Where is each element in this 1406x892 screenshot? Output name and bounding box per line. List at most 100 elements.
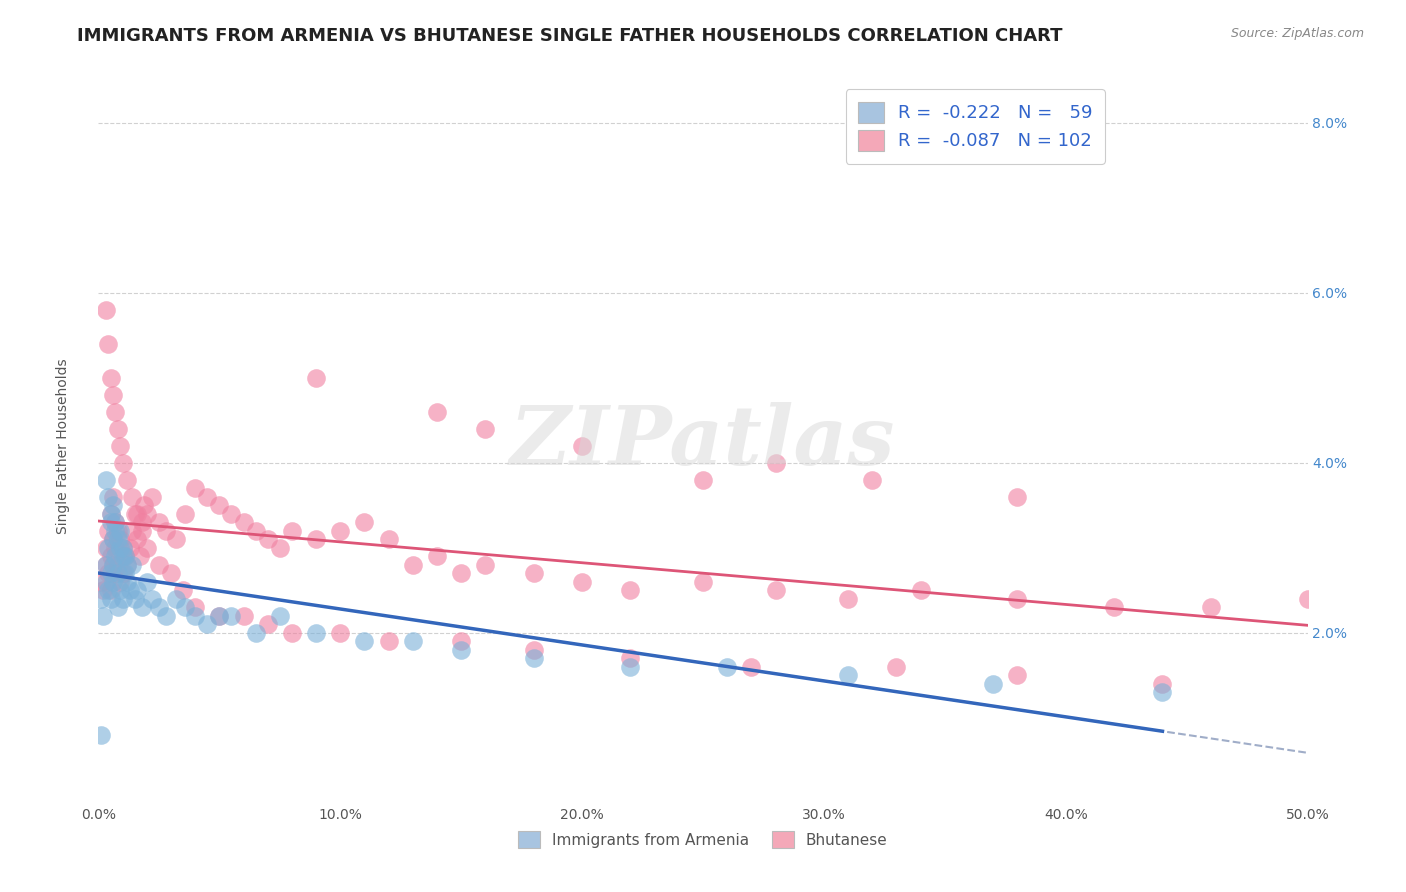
Point xyxy=(90,728,112,742)
Point xyxy=(141,591,163,606)
Point xyxy=(450,566,472,581)
Point xyxy=(245,524,267,538)
Point xyxy=(108,439,131,453)
Point xyxy=(121,524,143,538)
Point xyxy=(90,574,112,589)
Point xyxy=(104,405,127,419)
Point xyxy=(450,642,472,657)
Point xyxy=(353,516,375,530)
Point xyxy=(100,516,122,530)
Point xyxy=(101,558,124,572)
Point xyxy=(114,549,136,564)
Point xyxy=(474,558,496,572)
Point xyxy=(128,549,150,564)
Point xyxy=(94,574,117,589)
Point xyxy=(353,634,375,648)
Point xyxy=(100,591,122,606)
Point xyxy=(692,574,714,589)
Point xyxy=(94,541,117,555)
Point xyxy=(377,634,399,648)
Point xyxy=(117,558,139,572)
Point xyxy=(426,405,449,419)
Point xyxy=(141,490,163,504)
Point xyxy=(619,583,641,598)
Point xyxy=(886,660,908,674)
Point xyxy=(269,541,291,555)
Point xyxy=(134,498,156,512)
Point xyxy=(269,608,291,623)
Point xyxy=(402,558,425,572)
Point xyxy=(114,566,136,581)
Point xyxy=(97,566,120,581)
Point xyxy=(232,516,254,530)
Point xyxy=(1007,668,1029,682)
Point xyxy=(97,541,120,555)
Point xyxy=(117,473,139,487)
Point xyxy=(860,473,883,487)
Point xyxy=(111,541,134,555)
Point xyxy=(329,625,352,640)
Point xyxy=(837,668,859,682)
Point xyxy=(402,634,425,648)
Point xyxy=(165,591,187,606)
Point xyxy=(107,600,129,615)
Point xyxy=(104,524,127,538)
Point xyxy=(135,541,157,555)
Point xyxy=(377,533,399,547)
Point xyxy=(165,533,187,547)
Point xyxy=(124,591,146,606)
Point xyxy=(94,302,117,317)
Point xyxy=(97,524,120,538)
Point xyxy=(101,533,124,547)
Point xyxy=(910,583,932,598)
Point xyxy=(131,524,153,538)
Point xyxy=(101,533,124,547)
Point xyxy=(117,574,139,589)
Point xyxy=(692,473,714,487)
Point xyxy=(208,498,231,512)
Point xyxy=(523,651,546,665)
Point xyxy=(101,498,124,512)
Point xyxy=(131,516,153,530)
Point xyxy=(155,608,177,623)
Point xyxy=(305,625,328,640)
Point xyxy=(100,371,122,385)
Point xyxy=(111,456,134,470)
Point xyxy=(121,558,143,572)
Point xyxy=(100,507,122,521)
Point xyxy=(571,574,593,589)
Point xyxy=(117,558,139,572)
Point xyxy=(101,574,124,589)
Point xyxy=(1102,600,1125,615)
Point xyxy=(94,558,117,572)
Point xyxy=(245,625,267,640)
Point xyxy=(118,583,141,598)
Point xyxy=(329,524,352,538)
Point xyxy=(1199,600,1222,615)
Point xyxy=(111,566,134,581)
Point xyxy=(195,617,218,632)
Point xyxy=(305,371,328,385)
Point xyxy=(97,336,120,351)
Point xyxy=(740,660,762,674)
Point xyxy=(101,490,124,504)
Point xyxy=(1007,591,1029,606)
Point xyxy=(208,608,231,623)
Point xyxy=(281,524,304,538)
Point xyxy=(124,507,146,521)
Point xyxy=(104,566,127,581)
Point xyxy=(619,660,641,674)
Point xyxy=(111,591,134,606)
Point xyxy=(100,549,122,564)
Point xyxy=(94,558,117,572)
Point xyxy=(184,600,207,615)
Point xyxy=(208,608,231,623)
Point xyxy=(100,566,122,581)
Point xyxy=(111,549,134,564)
Point xyxy=(174,507,197,521)
Point xyxy=(523,642,546,657)
Point xyxy=(101,558,124,572)
Point xyxy=(305,533,328,547)
Point xyxy=(256,617,278,632)
Text: IMMIGRANTS FROM ARMENIA VS BHUTANESE SINGLE FATHER HOUSEHOLDS CORRELATION CHART: IMMIGRANTS FROM ARMENIA VS BHUTANESE SIN… xyxy=(77,27,1063,45)
